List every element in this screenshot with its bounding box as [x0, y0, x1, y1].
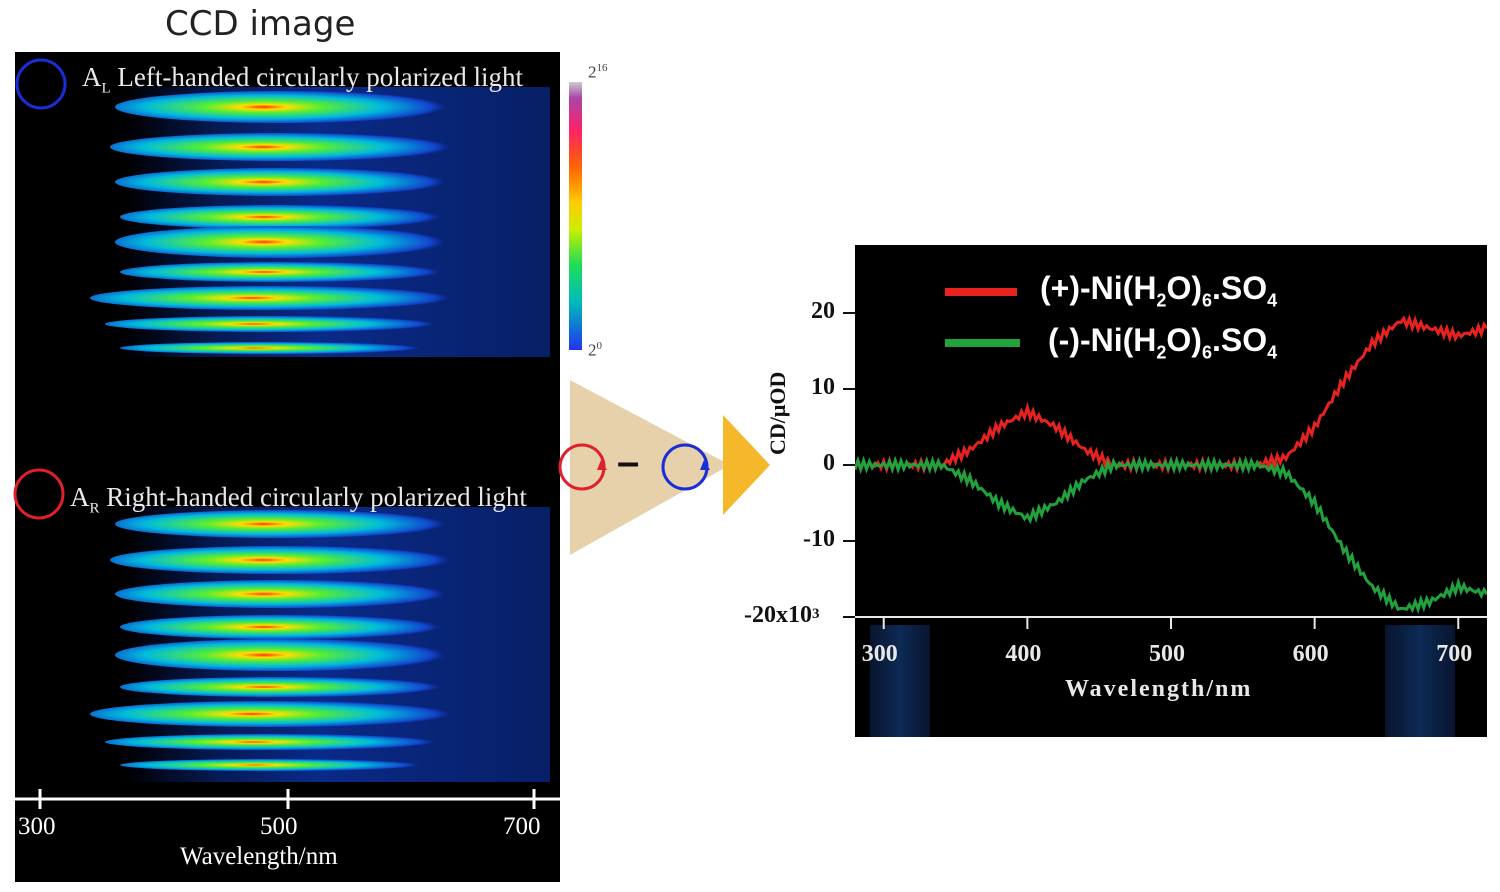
intensity-colorbar — [569, 82, 582, 350]
cd-spectrum-panel — [853, 245, 1489, 737]
colorbar-max-label: 216 — [588, 62, 608, 82]
cd-y-tick-mark — [843, 616, 855, 618]
colorbar-min-label: 20 — [588, 340, 602, 360]
cd-y-tick-label: -20x10 — [744, 602, 812, 628]
cd-y-tick-mark — [843, 312, 855, 314]
cd-y-tick-mark — [843, 464, 855, 466]
series-line-minus — [853, 455, 1489, 615]
legend-label-minus: (-)-Ni(H2O)6.SO4 — [1048, 322, 1278, 363]
ccd-image-title: CCD image — [165, 4, 356, 44]
cd-y-exponent: 3 — [812, 606, 820, 622]
ccd-top-bands — [90, 91, 450, 354]
ccd-image-panel — [15, 52, 560, 882]
legend-swatch-minus — [945, 339, 1020, 347]
ccd-x-axis-label: Wavelength/nm — [180, 843, 338, 870]
cd-y-tick-label: 10 — [811, 374, 835, 400]
cd-x-tick-label: 400 — [1005, 641, 1042, 667]
cd-x-tick-label: 500 — [1149, 641, 1185, 667]
legend-swatch-plus — [945, 288, 1017, 296]
ccd-x-tick-label: 300 — [18, 813, 56, 840]
cd-x-tick-label: 600 — [1292, 641, 1329, 667]
right-handed-label: AR Right-handed circularly polarized lig… — [70, 482, 527, 517]
cd-y-tick-mark — [843, 540, 855, 542]
subtraction-arrow — [558, 380, 770, 555]
cd-x-tick-label: 300 — [861, 641, 898, 667]
left-circular-polarization-icon — [15, 58, 67, 110]
ccd-spectra-image — [15, 87, 560, 809]
legend-label-plus: (+)-Ni(H2O)6.SO4 — [1040, 270, 1278, 311]
cd-y-tick-label: 0 — [823, 450, 835, 476]
minus-operator: – — [617, 440, 640, 484]
ccd-x-tick-label: 500 — [260, 813, 298, 840]
cd-spectrum-chart — [853, 313, 1489, 737]
ccd-x-tick-label: 700 — [503, 813, 541, 840]
cd-y-tick-label: -10 — [803, 526, 835, 552]
left-handed-label: AL Left-handed circularly polarized ligh… — [82, 62, 523, 97]
cd-y-tick-label: 20 — [811, 298, 835, 324]
cd-x-tick-label: 700 — [1436, 641, 1473, 667]
cd-y-axis-label: CD/μOD — [765, 371, 790, 455]
arrow-head-icon — [723, 415, 770, 515]
arrow-cone — [570, 380, 730, 555]
cd-x-axis-label: Wavelength/nm — [1065, 676, 1253, 702]
right-circular-polarization-icon — [13, 468, 65, 520]
ccd-bottom-bands — [90, 510, 450, 771]
cd-y-tick-mark — [843, 388, 855, 390]
ccd-glow-left — [870, 625, 930, 737]
ccd-glow-right — [1385, 625, 1455, 737]
